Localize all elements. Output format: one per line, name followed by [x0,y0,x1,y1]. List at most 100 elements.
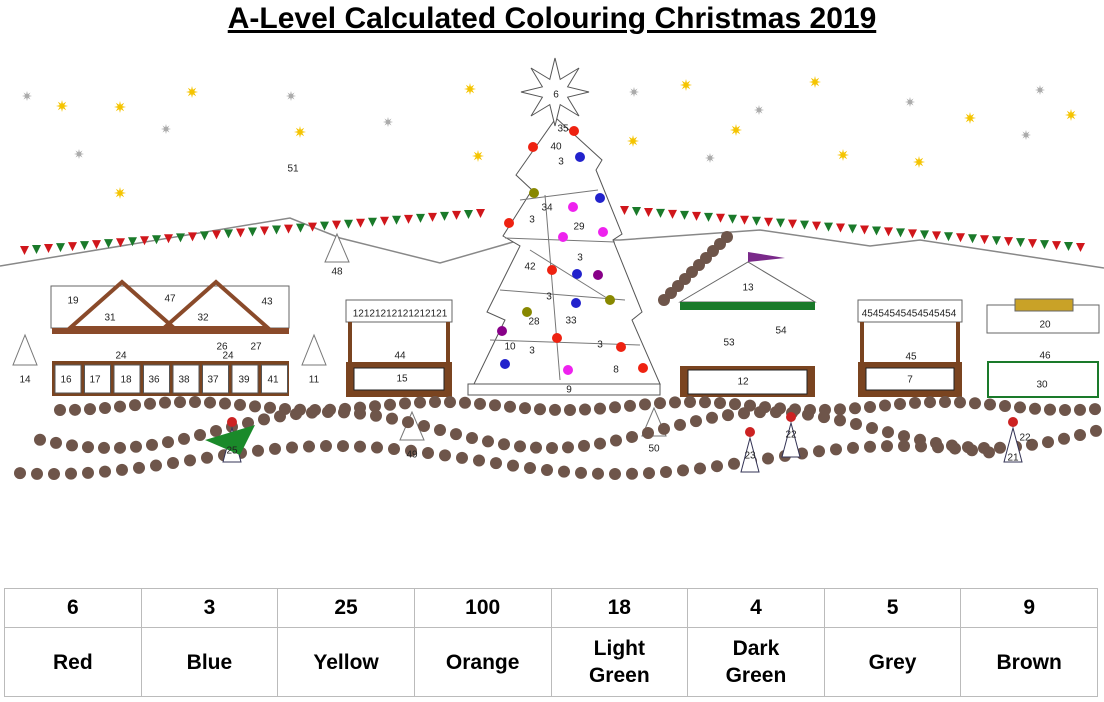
bunting-flag [56,243,65,253]
bunting-flag [860,225,869,235]
bunting-flag [1028,239,1037,249]
cobblestone [983,446,995,459]
cobblestone [894,398,906,411]
scene-label: 3 [529,346,535,357]
bunting-flag [212,230,221,240]
cobblestone [1074,403,1086,416]
cobblestone [144,397,156,410]
cobblestone [337,440,349,453]
key-cell: Orange [413,627,552,697]
key-colours: Red Blue Yellow Orange Light Green Dark Green… [4,627,1098,697]
scene-label: 27 [250,342,262,353]
cobblestone [252,444,264,457]
cobblestone [66,439,78,452]
key-number: 18 [550,588,689,628]
star [627,135,639,147]
scene-label: 10 [504,342,516,353]
bunting-flag [404,214,413,224]
bunting-flag [152,235,161,245]
star [809,76,821,88]
stall-box [84,364,111,394]
bunting-flag [356,218,365,228]
cobblestone [429,396,441,409]
stall-box [202,364,229,394]
scene-label: 3 [597,340,603,351]
figure-head [227,417,237,427]
cobblestone [99,401,111,414]
stall-sign [1014,298,1074,312]
cobblestone [882,426,894,439]
cobblestone [450,428,462,441]
scene-label: 11 [309,375,320,386]
bunting-flag [260,226,269,236]
star [1035,85,1045,95]
figure-body [781,421,801,458]
scene-label: 12121212121212121 [353,309,448,320]
cobblestone [643,467,655,480]
cobblestone [1029,402,1041,415]
cobblestone [722,409,734,422]
cobblestone [546,441,558,454]
carried-tree [205,425,255,455]
scene-label: 50 [648,444,660,455]
bunting-flag [632,206,641,216]
bunting-flag [620,206,629,215]
star [114,101,126,113]
cobblestone [728,457,740,470]
bunting-flag [788,219,797,229]
bunting-flag [848,224,857,234]
cobblestone [578,439,590,452]
bunting-flag [692,211,701,221]
scene-label: 43 [261,297,273,308]
bunting-flag [740,215,749,225]
cobblestone [50,436,62,449]
cobblestone [65,467,77,480]
ornament [616,342,626,352]
cobblestone [660,465,672,478]
bunting-flag [248,227,257,237]
scene-label: 41 [267,375,279,386]
cobblestone [1044,403,1056,416]
key-cell: Grey [823,627,962,697]
key-colour: Dark Green [725,637,787,687]
cobblestone [530,441,542,454]
colour-key: 6 3 25 100 18 4 5 9 Red Blue Yellow Orange Light Gr… [4,588,1098,697]
cobblestone [669,396,681,409]
scene-label: 49 [406,450,418,461]
star [837,149,849,161]
cobblestone [201,451,213,464]
stall-beam [52,328,289,334]
cobblestone [204,396,216,409]
bunting-flag [980,235,989,245]
scene-label: 24 [115,351,127,362]
star [56,100,68,112]
cobblestone [684,396,696,409]
figure-head [745,427,755,437]
cobblestone [98,441,110,454]
bunting-flag [992,236,1001,246]
cobblestone [674,418,686,431]
cobblestone [802,408,814,421]
key-number: 25 [277,588,415,628]
cobblestone [864,400,876,413]
cobblestone [711,460,723,473]
cobblestone [898,440,910,453]
bunting-flag [32,245,41,255]
ornament [552,333,562,343]
cobblestone [354,440,366,453]
bunting-flag [20,246,29,255]
ornament [500,359,510,369]
cobblestone [770,406,782,419]
scene-label: 16 [60,375,72,386]
cobblestone [939,396,951,409]
bunting-flag [752,216,761,226]
stall-box [113,364,141,394]
key-number: 3 [140,588,279,628]
cobblestone [999,399,1011,412]
carousel-trim [680,302,815,310]
cobblestone [459,396,471,409]
bunting-flag [920,230,929,240]
ornament [575,152,585,162]
cobblestone [624,399,636,412]
cobblestone [1058,432,1070,445]
